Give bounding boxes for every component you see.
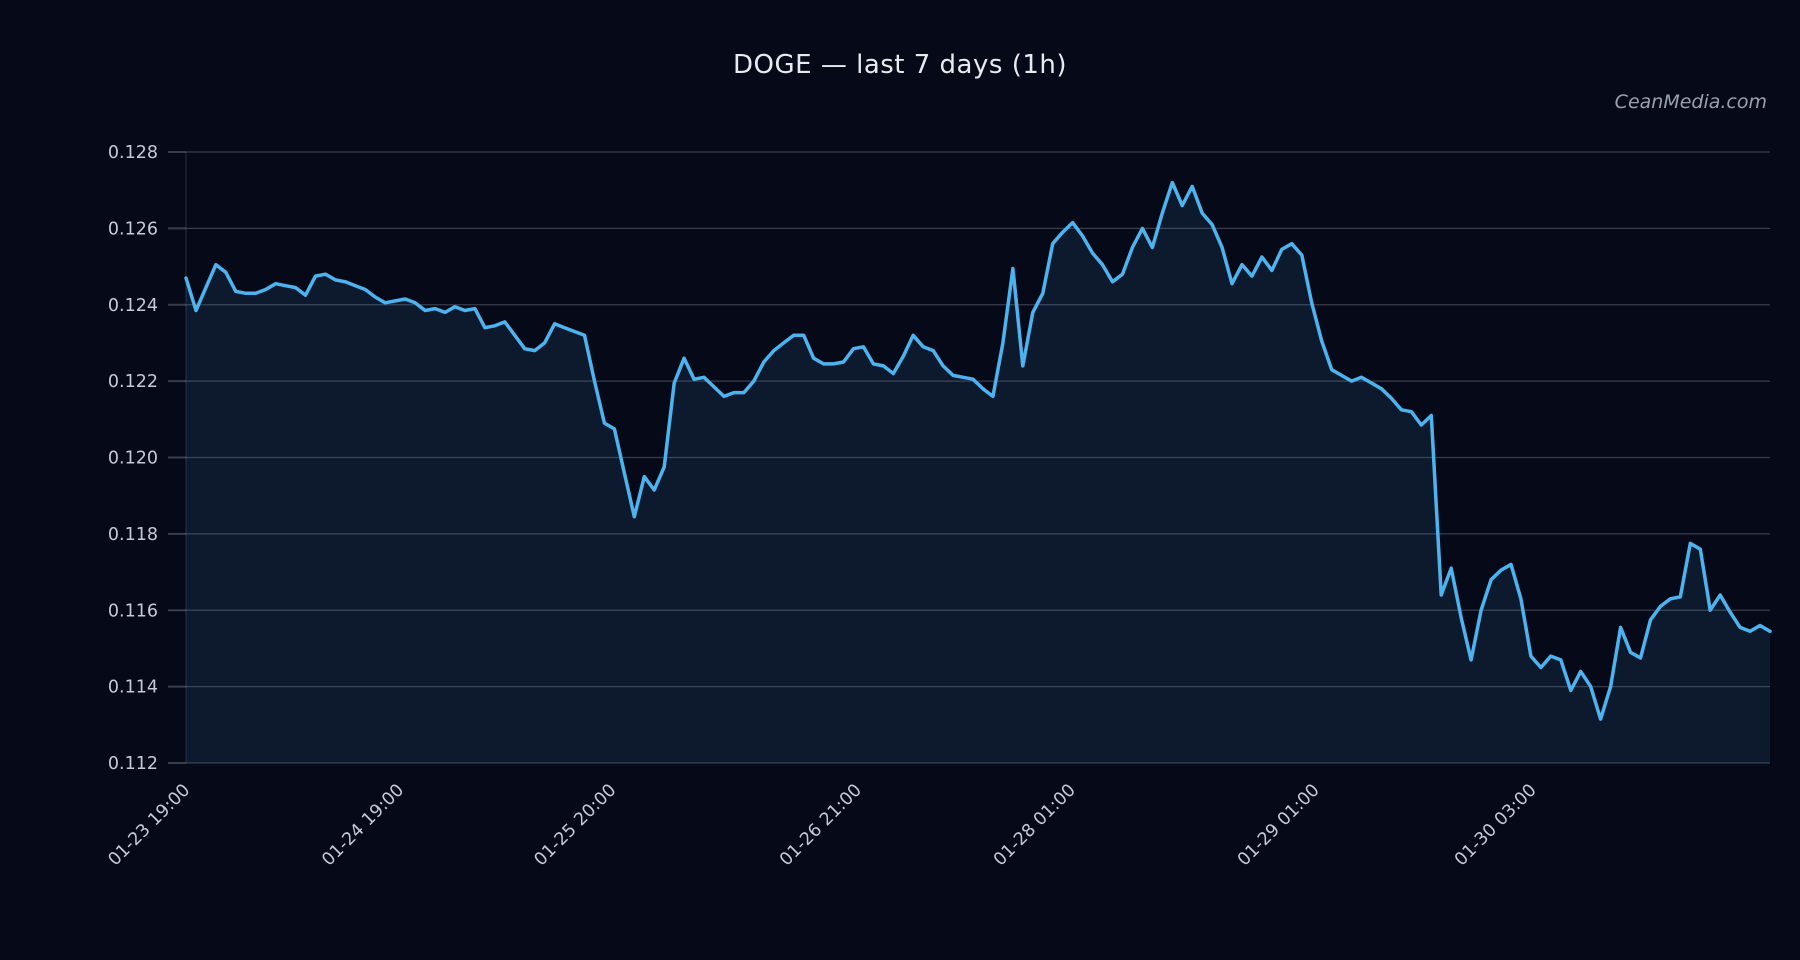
x-tick-label: 01-28 01:00	[990, 780, 1080, 870]
y-tick-label: 0.128	[108, 143, 158, 163]
y-tick-label: 0.116	[108, 601, 158, 621]
price-line	[184, 180, 1772, 721]
x-tick-label: 01-24 19:00	[318, 780, 408, 870]
y-tick-label: 0.118	[108, 525, 158, 545]
x-tick-label: 01-25 20:00	[531, 780, 621, 870]
price-area	[186, 182, 1770, 763]
x-tick-label: 01-23 19:00	[105, 780, 195, 870]
y-tick-label: 0.122	[108, 372, 158, 392]
y-tick-label: 0.126	[108, 219, 158, 239]
y-tick-label: 0.120	[108, 449, 158, 469]
y-tick-label: 0.114	[108, 678, 158, 698]
watermark: CeanMedia.com	[1614, 91, 1767, 113]
y-tick-label: 0.112	[108, 754, 158, 774]
y-tick-label: 0.124	[108, 296, 158, 316]
x-tick-label: 01-30 03:00	[1451, 780, 1541, 870]
x-tick-label: 01-29 01:00	[1234, 780, 1324, 870]
x-tick-label: 01-26 21:00	[776, 780, 866, 870]
chart-title: DOGE — last 7 days (1h)	[733, 50, 1067, 80]
